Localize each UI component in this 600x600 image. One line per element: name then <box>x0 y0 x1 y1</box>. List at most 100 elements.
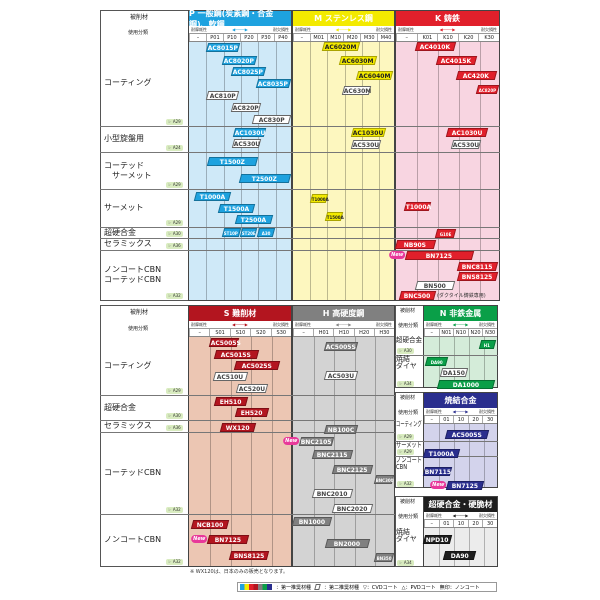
row-divider <box>100 152 500 153</box>
wear-tough-scale: 耐摩耗性 ◀────▶ 耐欠損性 <box>396 26 499 34</box>
grade-chip[interactable]: BN350 <box>373 553 395 562</box>
grade-chip[interactable]: BNS8125 <box>228 551 270 560</box>
grade-chip[interactable]: ST20E <box>239 228 258 237</box>
arrow-icon: ◀────▶ <box>452 513 469 518</box>
grade-chip[interactable]: AC510U <box>212 372 249 381</box>
grade-chip[interactable]: BN1000 <box>291 517 333 526</box>
grade-chip[interactable]: T1500Z <box>206 157 259 166</box>
wear-tough-scale: 耐摩耗性 ◀────▶ 耐欠損性 <box>189 26 291 34</box>
grade-chip[interactable]: EH510 <box>213 397 249 406</box>
grade-chip[interactable]: AC5025S <box>233 361 281 370</box>
panel-p: P 一般鋼(炭素鋼・合金鋼)、軟鋼 耐摩耗性 ◀────▶ 耐欠損性 – P01 P10 P2… <box>188 9 292 301</box>
grid-line <box>454 337 455 387</box>
grade-chip[interactable]: AC5005S <box>444 430 490 439</box>
grade-chip[interactable]: T1000A <box>403 202 432 211</box>
grade-chip[interactable]: AC530U <box>231 139 262 148</box>
grade-name: AC8025P <box>233 69 264 76</box>
grade-chip[interactable]: DA90 <box>424 357 449 366</box>
grade-chip[interactable]: AC630M <box>341 86 371 95</box>
wear-tough-scale: 耐摩耗性 ◀────▶ 耐欠損性 <box>293 321 394 329</box>
row-divider <box>100 250 500 251</box>
grade-chip[interactable]: AC8035P <box>255 79 292 88</box>
grade-chip[interactable]: AC1030U <box>232 128 267 137</box>
panel-sa: 焼結合金 耐摩耗性 ◀────▶ 耐欠損性 –01 10 20 30 <box>423 392 498 488</box>
grade-chip[interactable]: AC6030M <box>338 56 378 65</box>
row-divider <box>100 395 395 396</box>
grade-name: BN1000 <box>298 519 325 526</box>
class-ticks: –01 10 20 30 <box>424 416 497 424</box>
grade-chip[interactable]: DA90 <box>442 551 477 560</box>
grade-chip[interactable]: AC820P <box>475 85 500 94</box>
grade-chip[interactable]: T1000A <box>309 194 329 203</box>
grade-chip[interactable]: BN2000 <box>324 539 371 548</box>
grade-chip[interactable]: AC8015P <box>205 43 241 52</box>
grade-chip[interactable]: BNC300 <box>373 475 395 484</box>
grade-chip[interactable]: DA1000 <box>436 380 496 389</box>
grade-chip[interactable]: NB90S <box>394 240 437 249</box>
grade-chip[interactable]: AC5005S <box>323 342 359 351</box>
grade-chip[interactable]: EH520 <box>234 408 270 417</box>
grade-chip[interactable]: BNC2105 New <box>282 437 335 446</box>
grade-chip[interactable]: T1500A <box>217 204 256 213</box>
grade-chip[interactable]: G10E <box>434 229 457 238</box>
grade-chip[interactable]: AC1030U <box>445 128 489 137</box>
grade-chip[interactable]: NPD10 <box>422 535 453 544</box>
top-row-label: 小型旋盤用 <box>104 134 144 143</box>
grade-chip[interactable]: AC4015K <box>435 56 478 65</box>
grade-chip[interactable]: BN7125 New <box>388 251 475 260</box>
grade-name: NB100C <box>327 427 354 434</box>
class-ticks: – K01 K10 K20 K30 <box>396 34 499 42</box>
grade-chip[interactable]: BNS8125 <box>456 272 499 281</box>
grade-chip[interactable]: AC530U <box>450 140 482 149</box>
grade-chip[interactable]: T2500Z <box>238 174 292 183</box>
grade-chip[interactable]: BN7125 New <box>190 535 250 544</box>
grade-chip[interactable]: AC520U <box>235 384 269 393</box>
grade-chip[interactable]: A30 <box>256 228 276 237</box>
grade-chip[interactable]: WX120 <box>219 423 257 432</box>
grade-chip[interactable]: AC420K <box>455 71 498 80</box>
grade-chip[interactable]: AC830P <box>251 115 292 124</box>
grade-chip[interactable]: AC503U <box>323 371 359 380</box>
grade-chip[interactable]: T1000A <box>193 192 232 201</box>
grade-chip[interactable]: BNC2115 <box>311 450 354 459</box>
sa-row-label: サーメット <box>396 441 422 449</box>
wear-label: 耐摩耗性 <box>426 321 442 327</box>
grade-chip[interactable]: NB100C <box>323 425 359 434</box>
grade-chip[interactable]: T1000A <box>422 449 461 458</box>
class-ticks: – N01 N10 N20 N30 <box>424 329 497 337</box>
grade-chip[interactable]: T1500A <box>324 212 344 221</box>
grade-chip[interactable]: BNC2010 <box>311 489 354 498</box>
grade-chip[interactable]: AC6020M <box>321 42 361 51</box>
grade-chip[interactable]: AC4010K <box>414 42 457 51</box>
grid-line <box>230 337 232 566</box>
grade-chip[interactable]: BNC2125 <box>331 465 374 474</box>
grade-chip[interactable]: AC1030U <box>350 128 387 137</box>
grade-chip[interactable]: AC5015S <box>213 350 260 359</box>
grade-chip[interactable]: BN7115 <box>422 467 453 476</box>
grade-name: BN7125 <box>451 483 478 490</box>
panel-title: S 難削材 <box>189 306 291 321</box>
grade-chip[interactable]: H1 <box>478 340 497 349</box>
grade-chip[interactable]: AC530U <box>350 140 382 149</box>
grade-chip[interactable]: BN500 <box>414 281 456 290</box>
row-divider <box>395 355 498 356</box>
page-ref-badge: ☞ A29 <box>397 449 414 455</box>
grade-chip[interactable]: AC8020P <box>221 56 258 65</box>
grade-chip[interactable]: AC6040M <box>355 71 394 80</box>
grade-chip[interactable]: AC820P <box>230 103 262 112</box>
tick-label: – <box>396 34 417 41</box>
grade-chip[interactable]: AC810P <box>205 91 240 100</box>
grade-chip[interactable]: T2500A <box>234 215 274 224</box>
tick-label: M30 <box>360 34 377 41</box>
top-row-label: ノンコートCBN コーテッドCBN <box>104 265 162 284</box>
grade-chip[interactable]: AC5005S <box>208 338 241 347</box>
grade-chip[interactable]: BNC2020 <box>331 504 374 513</box>
grade-chip[interactable]: DA150 <box>439 368 469 377</box>
grade-chip[interactable]: BNC500 <box>398 291 437 300</box>
grade-chip[interactable]: NCB100 <box>190 520 230 529</box>
grade-name: T2500A <box>241 217 267 224</box>
grade-chip[interactable]: BNC8115 <box>456 262 499 271</box>
grade-chip[interactable]: ST10P <box>221 228 242 237</box>
grade-chip[interactable]: BN7125 New <box>429 481 485 490</box>
grade-chip[interactable]: AC8025P <box>230 67 267 76</box>
